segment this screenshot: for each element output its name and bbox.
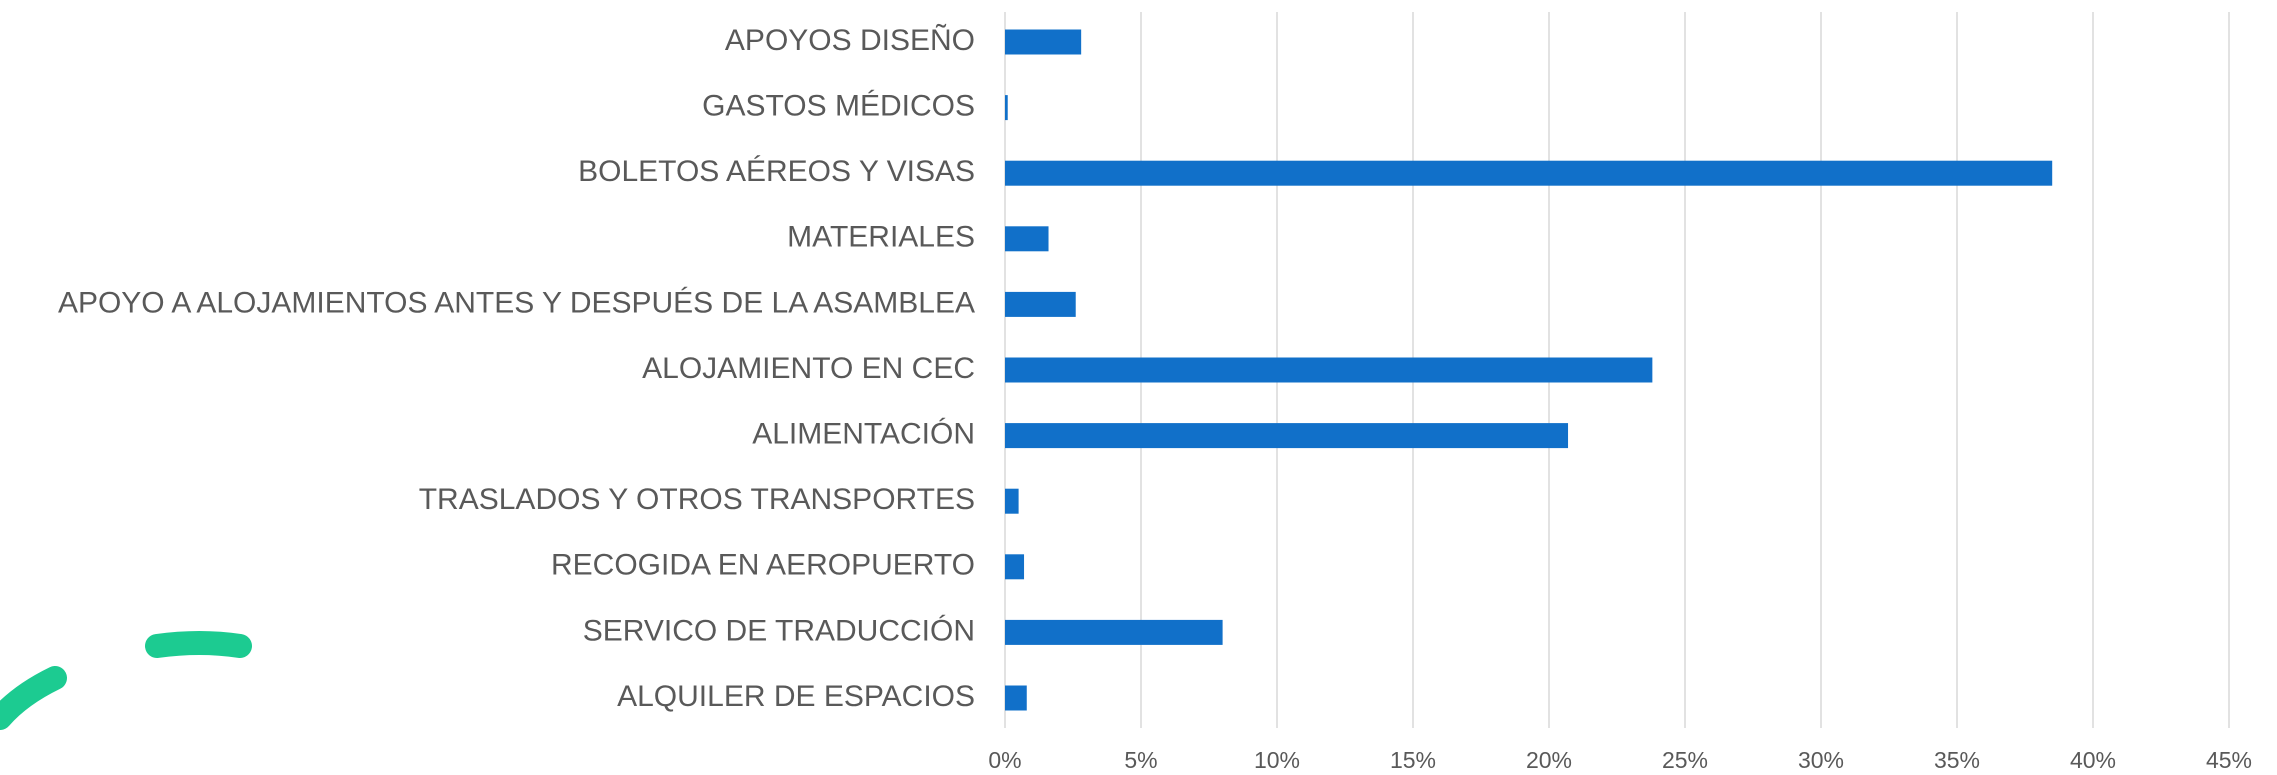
y-tick-label: ALQUILER DE ESPACIOS: [617, 680, 975, 713]
x-tick-label: 0%: [988, 747, 1021, 773]
bar: [1005, 423, 1568, 448]
y-tick-label: MATERIALES: [787, 221, 975, 254]
x-tick-label: 30%: [1798, 747, 1844, 773]
bar: [1005, 686, 1027, 711]
x-tick-label: 15%: [1390, 747, 1436, 773]
x-tick-label: 40%: [2070, 747, 2116, 773]
bar: [1005, 554, 1024, 579]
x-tick-label: 45%: [2206, 747, 2252, 773]
y-tick-label: BOLETOS AÉREOS Y VISAS: [578, 155, 975, 188]
bar: [1005, 30, 1081, 55]
bar: [1005, 292, 1076, 317]
bar: [1005, 95, 1008, 120]
y-tick-label: RECOGIDA EN AEROPUERTO: [551, 549, 975, 582]
decoration: [0, 678, 55, 718]
x-tick-label: 10%: [1254, 747, 1300, 773]
y-tick-label: ALIMENTACIÓN: [752, 418, 975, 451]
bar: [1005, 161, 2052, 186]
y-tick-label: APOYOS DISEÑO: [725, 23, 975, 57]
x-tick-label: 25%: [1662, 747, 1708, 773]
x-tick-label: 35%: [1934, 747, 1980, 773]
y-tick-label: GASTOS MÉDICOS: [702, 90, 975, 123]
bar: [1005, 358, 1652, 383]
bar: [1005, 489, 1019, 514]
y-tick-label: SERVICO DE TRADUCCIÓN: [583, 614, 975, 647]
decoration: [157, 643, 240, 646]
chart: 0% 5% 10% 15% 20% 25% 30% 35% 40% 45% APOYOS DISEÑ…: [0, 0, 2277, 775]
y-tick-label: APOYO A ALOJAMIENTOS ANTES Y DESPUÉS DE …: [58, 286, 975, 319]
x-tick-label: 5%: [1124, 747, 1157, 773]
bar: [1005, 620, 1223, 645]
y-tick-label: ALOJAMIENTO EN CEC: [642, 352, 975, 385]
x-tick-label: 20%: [1526, 747, 1572, 773]
bar: [1005, 226, 1049, 251]
y-tick-label: TRASLADOS Y OTROS TRANSPORTES: [419, 483, 975, 516]
